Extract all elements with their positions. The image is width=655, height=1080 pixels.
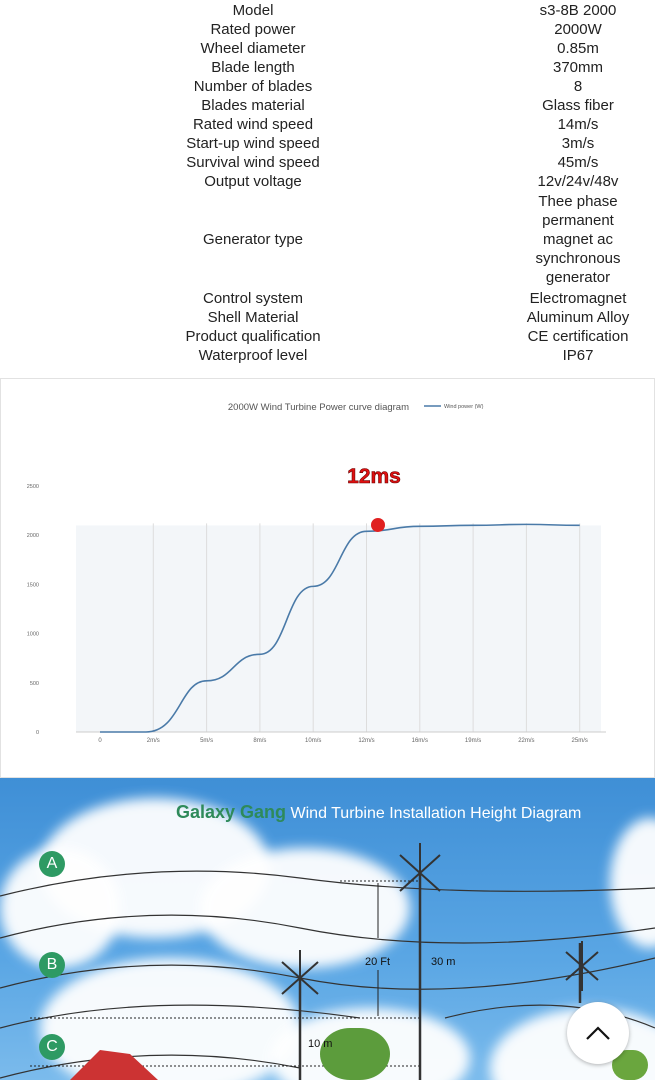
spec-value: Aluminum Alloy	[526, 309, 630, 326]
y-tick-label: 2000	[27, 533, 39, 539]
spec-label: Generator type	[202, 231, 304, 248]
spec-row: Rated power 2000W	[0, 20, 655, 39]
chevron-up-icon	[586, 1026, 610, 1040]
spec-value: 14m/s	[557, 116, 599, 133]
scroll-to-top-button[interactable]	[567, 1002, 629, 1064]
diagram-title: Galaxy Gang Wind Turbine Installation He…	[176, 802, 581, 823]
legend-label: Wind power (W)	[444, 404, 484, 410]
spec-label: Output voltage	[204, 173, 302, 190]
height-label-20ft: 20 Ft	[365, 956, 391, 968]
spec-label: Survival wind speed	[186, 154, 320, 171]
spec-value: 12v/24v/48v	[537, 173, 619, 190]
spec-row: Generator type Thee phase permanent magne…	[0, 192, 655, 287]
x-tick-label: 8m/s	[253, 738, 266, 744]
spec-label: Control system	[202, 290, 304, 307]
x-tick-label: 19m/s	[465, 738, 481, 744]
peak-annotation: 12ms	[347, 465, 401, 488]
spec-value: 370mm	[552, 59, 604, 76]
spec-row: Model s3-8B 2000	[0, 1, 655, 20]
x-tick-label: 16m/s	[412, 738, 428, 744]
cloud	[200, 848, 410, 968]
spec-row: Start-up wind speed 3m/s	[0, 134, 655, 153]
y-tick-label: 0	[36, 730, 39, 736]
spec-label: Number of blades	[193, 78, 313, 95]
spec-row: Output voltage 12v/24v/48v	[0, 172, 655, 191]
height-label-30m: 30 m	[431, 956, 456, 968]
spec-row: Wheel diameter 0.85m	[0, 39, 655, 58]
power-curve-chart: 0 2m/s 5m/s 8m/s 10m/s 12m/s 16m/s 19m/s 22m/s 25…	[0, 378, 655, 778]
spec-value: s3-8B 2000	[539, 2, 617, 19]
spec-value: 45m/s	[557, 154, 599, 171]
spec-row: Blade length 370mm	[0, 58, 655, 77]
x-tick-label: 12m/s	[358, 738, 374, 744]
y-tick-label: 2500	[27, 484, 39, 490]
x-tick-label: 2m/s	[147, 738, 160, 744]
chart-title: 2000W Wind Turbine Power curve diagram	[228, 402, 409, 413]
spec-value: CE certification	[527, 328, 629, 345]
installation-height-diagram: Galaxy Gang Wind Turbine Installation He…	[0, 778, 655, 1080]
spec-label: Model	[232, 2, 274, 19]
spec-label: Rated power	[210, 21, 296, 38]
spec-value: 3m/s	[561, 135, 595, 152]
x-tick-label: 25m/s	[572, 738, 588, 744]
y-tick-label: 1500	[27, 582, 39, 588]
chart-svg: 0 2m/s 5m/s 8m/s 10m/s 12m/s 16m/s 19m/s 22m/s 25…	[27, 402, 606, 744]
cloud	[40, 958, 300, 1080]
spec-label: Wheel diameter	[200, 40, 306, 57]
peak-marker	[371, 518, 385, 532]
y-tick-label: 500	[30, 681, 39, 687]
zone-c-badge: C	[39, 1034, 65, 1060]
spec-row: Control system Electromagnet	[0, 289, 655, 308]
zone-b-badge: B	[39, 952, 65, 978]
height-label-10m: 10 m	[308, 1038, 333, 1050]
zone-a-badge: A	[39, 851, 65, 877]
brand-name: Galaxy Gang	[176, 802, 287, 822]
spec-label: Blades material	[201, 97, 305, 114]
spec-row: Waterproof level IP67	[0, 346, 655, 365]
spec-value: Glass fiber	[542, 97, 614, 114]
spec-label: Start-up wind speed	[186, 135, 320, 152]
spec-row: Product qualification CE certification	[0, 327, 655, 346]
diagram-title-text: Wind Turbine Installation Height Diagram	[290, 805, 582, 822]
spec-row: Survival wind speed 45m/s	[0, 153, 655, 172]
spec-label: Waterproof level	[198, 347, 308, 364]
spec-value: 8	[573, 78, 583, 95]
spec-row: Number of blades 8	[0, 77, 655, 96]
y-tick-label: 1000	[27, 632, 39, 638]
plot-area	[76, 525, 601, 732]
x-tick-label: 0	[98, 738, 102, 744]
spec-row: Shell Material Aluminum Alloy	[0, 308, 655, 327]
wind-lines	[0, 843, 655, 1080]
spec-value: IP67	[562, 347, 594, 364]
x-tick-label: 22m/s	[518, 738, 534, 744]
spec-value: 0.85m	[557, 40, 599, 57]
spec-row: Rated wind speed 14m/s	[0, 115, 655, 134]
spec-value: Electromagnet	[529, 290, 627, 307]
power-curve-line	[100, 523, 580, 733]
spec-label: Product qualification	[185, 328, 321, 345]
x-tick-label: 10m/s	[305, 738, 321, 744]
x-tick-label: 5m/s	[200, 738, 213, 744]
spec-label: Shell Material	[207, 309, 299, 326]
spec-label: Rated wind speed	[192, 116, 314, 133]
spec-label: Blade length	[211, 59, 295, 76]
spec-table: Model s3-8B 2000 Rated power 2000W Wheel dia…	[0, 0, 655, 378]
spec-row: Blades material Glass fiber	[0, 96, 655, 115]
spec-value: 2000W	[554, 21, 602, 38]
spec-value: Thee phase permanent magnet ac synchrono…	[535, 193, 621, 286]
